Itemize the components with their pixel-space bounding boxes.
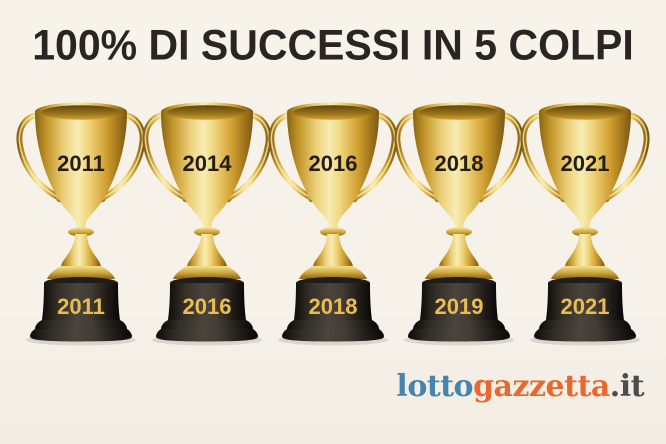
logo-tld: .it (609, 369, 645, 404)
trophies-row: 2011 2011 (15, 98, 651, 348)
logo: lottogazzetta.it (396, 369, 644, 404)
logo-gazzetta: gazzetta (473, 369, 610, 404)
trophy-icon: 2016 2018 (268, 102, 398, 346)
logo-lotto: lotto (396, 369, 474, 404)
trophy-1: 2011 2011 (15, 98, 147, 348)
trophy-base-year: 2018 (309, 294, 358, 319)
trophy-icon: 2018 2019 (394, 102, 524, 346)
trophy-icon: 2011 2011 (16, 102, 146, 346)
trophy-cup-year: 2021 (561, 151, 610, 176)
trophy-cup-year: 2016 (309, 151, 358, 176)
trophy-cup-year: 2018 (435, 151, 484, 176)
trophy-4: 2018 2019 (393, 98, 525, 348)
trophy-cup-year: 2011 (57, 151, 105, 176)
trophy-base-year: 2011 (57, 294, 105, 319)
trophy-icon: 2014 2016 (142, 102, 272, 346)
trophy-base-year: 2021 (561, 294, 610, 319)
trophy-icon: 2021 2021 (520, 102, 650, 346)
trophy-base-year: 2019 (435, 294, 484, 319)
trophy-cup-year: 2014 (183, 151, 233, 176)
headline: 100% DI SUCCESSI IN 5 COLPI (32, 21, 634, 69)
trophy-base-year: 2016 (183, 294, 232, 319)
trophy-2: 2014 2016 (141, 98, 273, 348)
trophy-3: 2016 2018 (267, 98, 399, 348)
trophy-5: 2021 2021 (519, 98, 651, 348)
